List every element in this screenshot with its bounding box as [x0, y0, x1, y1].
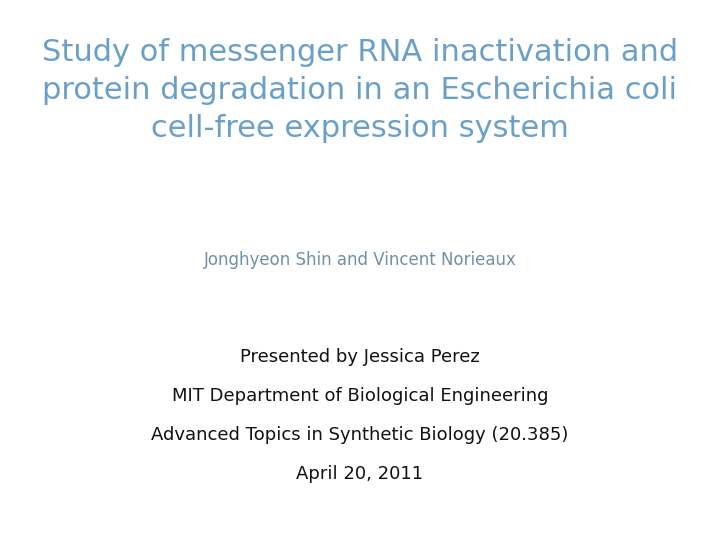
- Text: Study of messenger RNA inactivation and
protein degradation in an Escherichia co: Study of messenger RNA inactivation and …: [42, 38, 678, 143]
- Text: April 20, 2011: April 20, 2011: [297, 465, 423, 483]
- Text: Advanced Topics in Synthetic Biology (20.385): Advanced Topics in Synthetic Biology (20…: [151, 426, 569, 444]
- Text: Jonghyeon Shin and Vincent Norieaux: Jonghyeon Shin and Vincent Norieaux: [204, 251, 516, 269]
- Text: Presented by Jessica Perez: Presented by Jessica Perez: [240, 348, 480, 366]
- Text: MIT Department of Biological Engineering: MIT Department of Biological Engineering: [172, 387, 548, 405]
